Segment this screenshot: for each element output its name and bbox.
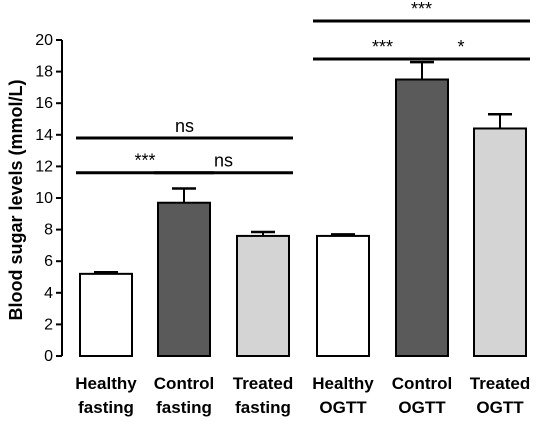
category-label-line1: Control	[392, 374, 452, 393]
significance-label: *	[457, 37, 464, 57]
bar	[316, 234, 370, 357]
y-tick-label: 20	[35, 32, 53, 49]
category-label-line2: fasting	[78, 398, 134, 417]
bar	[395, 78, 449, 357]
category-label-line2: fasting	[156, 398, 212, 417]
bar	[157, 201, 211, 357]
y-tick-label: 4	[44, 285, 53, 302]
category-label-line2: OGTT	[398, 398, 446, 417]
y-axis: 0 2 4 6 8 10 12 14 16 18 20	[35, 32, 63, 365]
x-axis-labels: Healthy fasting Control fasting Treated fasti…	[75, 374, 530, 417]
category-label-line2: OGTT	[319, 398, 367, 417]
y-tick-label: 6	[44, 253, 53, 270]
y-axis-title: Blood sugar levels (mmol/L)	[6, 79, 26, 320]
y-tick-label: 2	[44, 316, 53, 333]
bar	[79, 272, 133, 357]
y-tick-label: 18	[35, 64, 53, 81]
category-label-line1: Treated	[470, 374, 530, 393]
y-tick-label: 12	[35, 158, 53, 175]
significance-label: ***	[411, 0, 432, 19]
significance-label: ***	[134, 151, 155, 171]
category-label-line1: Healthy	[75, 374, 137, 393]
category-label-line1: Control	[154, 374, 214, 393]
y-tick-label: 14	[35, 127, 53, 144]
category-label-line1: Healthy	[312, 374, 374, 393]
bars	[79, 60, 527, 357]
significance-label: ns	[214, 151, 233, 171]
bar	[236, 234, 290, 357]
category-label-line1: Treated	[233, 374, 293, 393]
y-tick-label: 0	[44, 348, 53, 365]
category-label-line2: OGTT	[476, 398, 524, 417]
bar	[473, 127, 527, 357]
significance-label: ***	[372, 37, 393, 57]
y-tick-label: 10	[35, 190, 53, 207]
category-label-line2: fasting	[235, 398, 291, 417]
significance-label: ns	[175, 116, 194, 136]
y-tick-label: 16	[35, 95, 53, 112]
y-tick-label: 8	[44, 222, 53, 239]
